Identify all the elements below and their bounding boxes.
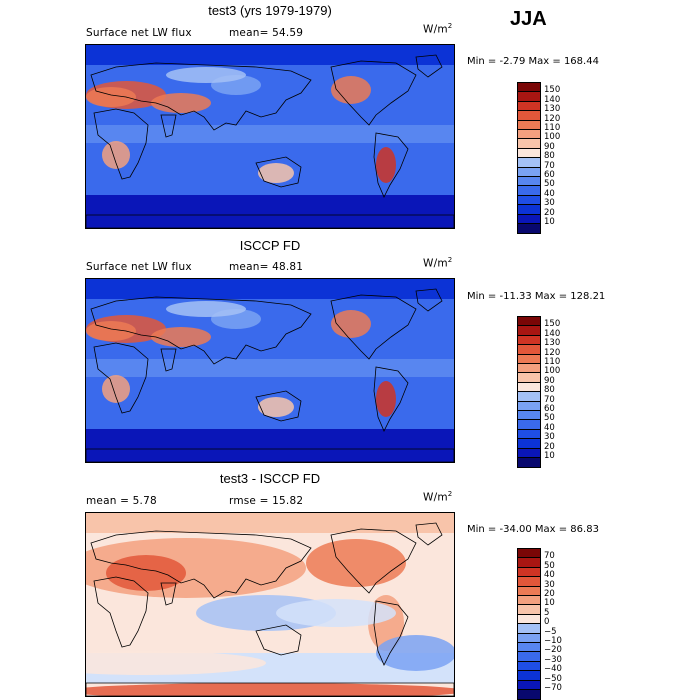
colorbar-tick-label: 60: [544, 170, 555, 180]
colorbar-tick-label: 30: [544, 198, 555, 209]
panel-2-units: W/m2: [423, 256, 453, 270]
colorbar-tick-label: 20: [544, 207, 555, 218]
colorbar-tick-label: 10: [544, 451, 555, 461]
colorbar-tick-label: 80: [544, 385, 555, 396]
panel-2-title: ISCCP FD: [239, 238, 301, 253]
colorbar-tick-label: 10: [544, 598, 555, 609]
panel-2-map-field: [86, 279, 454, 462]
panel-3-title: test3 - ISCCP FD: [219, 471, 321, 486]
colorbar-tick-label: 0: [544, 617, 550, 628]
colorbar-tick-label: −30: [544, 654, 562, 665]
colorbar-tick-label: 40: [544, 422, 555, 433]
season-label: JJA: [510, 8, 547, 30]
colorbar-box: [517, 223, 541, 235]
colorbar-tick-label: 30: [544, 432, 555, 443]
panel-1-mean-label: mean= 54.59: [229, 27, 304, 39]
colorbar-tick-label: 120: [544, 347, 561, 358]
colorbar-tick-label: 50: [544, 560, 555, 571]
colorbar-tick-label: 40: [544, 570, 555, 581]
colorbar-tick-label: 20: [544, 441, 555, 452]
colorbar-tick-label: −40: [544, 664, 562, 675]
panel-2-minmax: Min = -11.33 Max = 128.21: [467, 291, 606, 302]
colorbar-tick-label: 30: [544, 579, 555, 590]
colorbar-tick-label: −70: [544, 683, 562, 693]
panel-2-map: [85, 278, 455, 463]
colorbar-tick-label: 110: [544, 123, 561, 133]
panel-1-variable-label: Surface net LW flux: [86, 27, 192, 39]
panel-1-minmax: Min = -2.79 Max = 168.44: [467, 56, 599, 67]
panel-3-map-field: [86, 513, 454, 696]
panel-1-map-field: [86, 45, 454, 228]
panel-1-units: W/m2: [423, 22, 453, 36]
colorbar-tick-label: 150: [544, 85, 561, 96]
colorbar-tick-label: 100: [544, 132, 561, 143]
colorbar-tick-label: 50: [544, 179, 555, 190]
colorbar-tick-label: 130: [544, 104, 561, 115]
colorbar-tick-label: 10: [544, 217, 555, 227]
colorbar-tick-label: −20: [544, 645, 562, 656]
panel-3-rmse-label: rmse = 15.82: [229, 495, 304, 507]
colorbar-tick-label: 5: [544, 607, 550, 618]
colorbar-tick-label: 50: [544, 413, 555, 424]
colorbar-tick-label: 70: [544, 394, 555, 405]
colorbar-tick-label: 90: [544, 375, 555, 386]
panel-3-mean-label: mean = 5.78: [86, 495, 157, 507]
colorbar-tick-label: 140: [544, 328, 561, 339]
panel-3-minmax: Min = -34.00 Max = 86.83: [467, 524, 599, 535]
colorbar-tick-label: 140: [544, 94, 561, 105]
colorbar-tick-label: 150: [544, 319, 561, 330]
colorbar-tick-label: 70: [544, 551, 555, 562]
colorbar-tick-label: 90: [544, 141, 555, 152]
panel-1-map: [85, 44, 455, 229]
colorbar-box: [517, 689, 541, 700]
colorbar-tick-label: 20: [544, 589, 555, 599]
colorbar-tick-label: 70: [544, 160, 555, 171]
panel-3-map: [85, 512, 455, 697]
colorbar-box: [517, 457, 541, 469]
colorbar-tick-label: 130: [544, 338, 561, 349]
panel-3-units: W/m2: [423, 490, 453, 504]
colorbar-tick-label: 40: [544, 188, 555, 199]
panel-2-variable-label: Surface net LW flux: [86, 261, 192, 273]
colorbar-tick-label: −50: [544, 673, 562, 684]
colorbar-tick-label: 120: [544, 113, 561, 124]
panel-1-title: test3 (yrs 1979-1979): [208, 3, 332, 18]
colorbar-tick-label: −10: [544, 636, 562, 646]
colorbar-tick-label: −5: [544, 626, 557, 637]
colorbar-tick-label: 100: [544, 366, 561, 377]
colorbar-tick-label: 110: [544, 357, 561, 367]
colorbar-tick-label: 80: [544, 151, 555, 162]
colorbar-tick-label: 60: [544, 404, 555, 414]
panel-2-mean-label: mean= 48.81: [229, 261, 304, 273]
